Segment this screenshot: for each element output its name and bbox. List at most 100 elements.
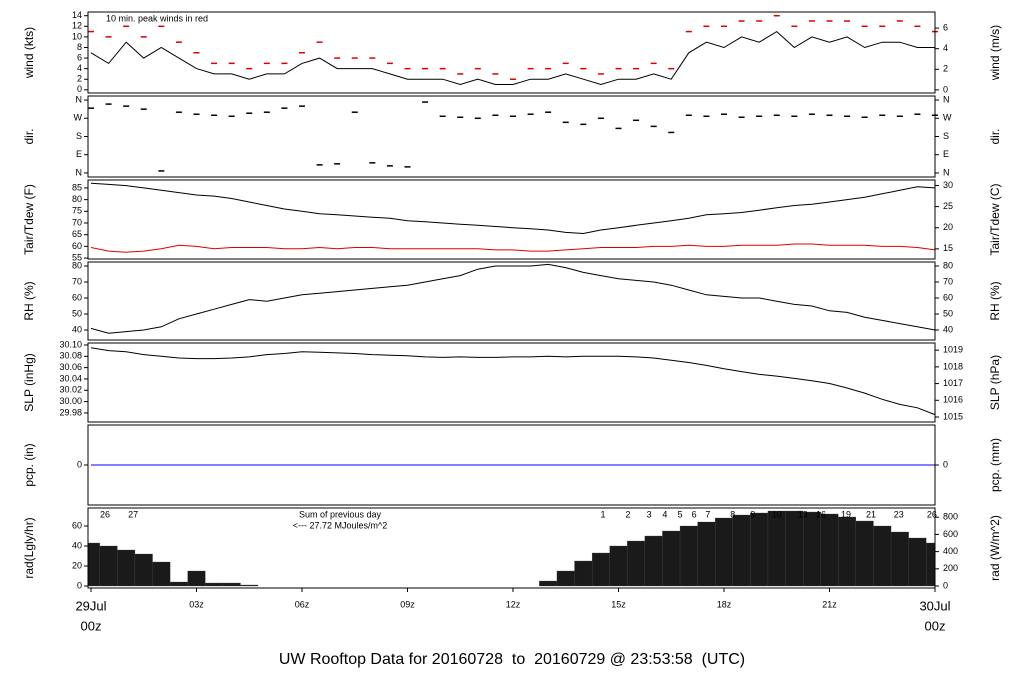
bar	[99, 545, 118, 587]
y2-tick-label: E	[943, 149, 949, 159]
y2-tick-label: 0	[943, 580, 948, 590]
annotation: <--- 27.72 MJoules/m^2	[293, 520, 388, 530]
y-tick-label: 60	[72, 292, 82, 302]
y-axis-label: SLP (inHg)	[22, 353, 36, 411]
y-tick-label: E	[76, 149, 82, 159]
y2-tick-label: 1019	[943, 345, 963, 355]
y-tick-label: 8	[77, 42, 82, 52]
x-date-label: 00z	[81, 618, 102, 633]
bar	[715, 517, 733, 587]
y-tick-label: 85	[72, 182, 82, 192]
y2-tick-label: 6	[943, 22, 948, 32]
panel-frame	[87, 95, 936, 178]
y-tick-label: 65	[72, 229, 82, 239]
y-tick-label: 30.04	[59, 373, 82, 383]
y-tick-label: 40	[72, 324, 82, 334]
y-tick-label: 40	[72, 540, 82, 550]
x-tick-label: 15z	[611, 599, 626, 609]
bar	[591, 552, 610, 587]
x-date-label: 00z	[925, 618, 946, 633]
y2-tick-label: 0	[943, 459, 948, 469]
y-axis-label: RH (%)	[22, 281, 36, 320]
hour-total-label: 6	[692, 509, 697, 519]
hour-total-label: 2	[625, 509, 630, 519]
bar	[627, 540, 646, 587]
y-tick-label: 30.02	[59, 385, 82, 395]
y-tick-label: N	[76, 167, 83, 177]
annotation: 10 min. peak winds in red	[106, 13, 208, 23]
hour-total-label: 9	[750, 509, 755, 519]
bar	[187, 570, 206, 587]
x-tick-label: 09z	[400, 599, 415, 609]
bar	[697, 521, 716, 587]
y2-tick-label: 600	[943, 529, 958, 539]
bar	[134, 553, 153, 587]
y-tick-label: N	[76, 94, 83, 104]
y-tick-label: 20	[72, 560, 82, 570]
bar	[785, 510, 804, 587]
bar	[240, 584, 259, 587]
hour-total-label: 10	[772, 509, 782, 519]
y2-tick-label: W	[943, 113, 952, 123]
y-tick-label: 80	[72, 260, 82, 270]
y2-tick-label: S	[943, 131, 949, 141]
x-date-label: 29Jul	[75, 598, 106, 613]
bar	[205, 582, 224, 587]
panel-frame	[87, 11, 936, 94]
y-tick-label: 80	[72, 194, 82, 204]
bar	[662, 530, 681, 587]
y2-tick-label: 20	[943, 222, 953, 232]
hour-total-label: 7	[705, 509, 710, 519]
y2-tick-label: 4	[943, 43, 948, 53]
y-axis-label: dir.	[22, 128, 36, 144]
bar	[855, 520, 874, 587]
bar	[732, 514, 751, 587]
data-line	[90, 243, 936, 253]
y-tick-label: S	[76, 131, 82, 141]
bar	[644, 535, 663, 587]
bar	[117, 549, 136, 587]
y2-tick-label: 800	[943, 512, 958, 522]
bar	[873, 525, 892, 587]
y-axis-label: pcp. (in)	[22, 443, 36, 486]
y-tick-label: 0	[77, 459, 82, 469]
panel-frame	[87, 507, 936, 589]
bar	[767, 510, 786, 587]
y2-tick-label: N	[943, 167, 950, 177]
y-axis-label: wind (kts)	[22, 27, 36, 79]
hour-total-label: 21	[866, 509, 876, 519]
y2-tick-label: N	[943, 94, 950, 104]
bar	[890, 531, 909, 587]
y2-tick-label: 1016	[943, 395, 963, 405]
x-tick-label: 03z	[189, 599, 204, 609]
y2-axis-label: dir.	[988, 128, 1002, 144]
data-line	[90, 347, 936, 416]
y-tick-label: 60	[72, 241, 82, 251]
y-tick-label: 29.98	[59, 407, 82, 417]
y2-axis-label: pcp. (mm)	[988, 438, 1002, 492]
y2-axis-label: SLP (hPa)	[988, 355, 1002, 410]
bar	[222, 582, 241, 587]
y-tick-label: 12	[72, 21, 82, 31]
bar	[87, 542, 100, 587]
bar	[556, 570, 575, 587]
hour-total-label: 19	[841, 509, 851, 519]
x-tick-label: 18z	[717, 599, 732, 609]
y-tick-label: 70	[72, 276, 82, 286]
hour-total-label: 5	[678, 509, 683, 519]
hour-total-label: 23	[894, 509, 904, 519]
y-tick-label: 14	[72, 10, 82, 20]
y-tick-label: 6	[77, 52, 82, 62]
hour-total-label: 13	[798, 509, 808, 519]
data-line	[90, 263, 936, 334]
y2-tick-label: 1018	[943, 361, 963, 371]
y-tick-label: 30.00	[59, 396, 82, 406]
bar	[539, 580, 558, 587]
y-tick-label: 30.06	[59, 362, 82, 372]
y-tick-label: 30.08	[59, 351, 82, 361]
bar	[820, 513, 839, 587]
y-tick-label: 10	[72, 31, 82, 41]
